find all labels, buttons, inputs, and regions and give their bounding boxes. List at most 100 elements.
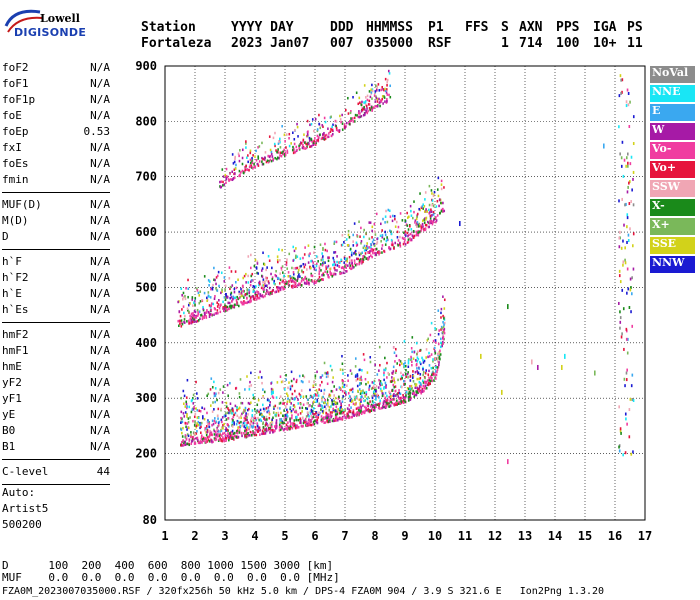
echo-point: [190, 410, 193, 414]
echo-point: [397, 239, 400, 242]
auto-label: Auto:: [2, 486, 36, 499]
echo-point: [293, 138, 296, 141]
echo-point: [323, 392, 325, 395]
echo-point: [241, 169, 244, 173]
echo-point: [348, 395, 351, 398]
echo-point: [621, 288, 624, 292]
echo-point: [250, 164, 253, 167]
echo-point: [275, 269, 277, 273]
echo-point: [214, 436, 217, 439]
echo-point: [249, 161, 252, 165]
echo-point: [302, 278, 305, 282]
echo-point: [363, 101, 365, 104]
echo-point: [353, 120, 356, 123]
echo-point: [265, 407, 268, 410]
echo-point: [235, 422, 238, 426]
echo-point: [303, 253, 306, 256]
echo-point: [393, 379, 395, 382]
echo-point: [377, 406, 380, 410]
echo-point: [309, 388, 311, 392]
echo-point: [335, 415, 338, 418]
echo-point: [262, 422, 264, 426]
echo-point: [628, 202, 631, 206]
echo-point: [432, 218, 435, 222]
echo-point: [358, 262, 360, 266]
echo-point: [332, 407, 334, 411]
echo-point: [288, 137, 290, 140]
echo-point: [232, 162, 235, 165]
echo-point: [223, 414, 226, 418]
echo-point: [355, 244, 358, 247]
echo-point: [213, 419, 216, 423]
echo-point: [314, 383, 317, 386]
echo-point: [415, 391, 418, 394]
echo-point: [340, 272, 342, 275]
echo-point: [248, 169, 250, 172]
echo-point: [622, 260, 625, 264]
echo-point: [254, 431, 256, 434]
echo-point: [364, 96, 367, 99]
echo-point: [319, 384, 321, 387]
echo-point: [246, 422, 248, 425]
echo-point: [442, 328, 445, 332]
echo-point: [624, 261, 627, 265]
echo-point: [185, 287, 187, 290]
echo-point: [619, 429, 622, 433]
x-tick-label: 7: [341, 529, 348, 543]
echo-point: [386, 81, 389, 84]
echo-point: [279, 151, 282, 154]
echo-point: [258, 418, 261, 422]
echo-point: [338, 265, 341, 269]
echo-point: [308, 380, 310, 383]
echo-point: [267, 292, 270, 296]
echo-point: [252, 285, 255, 288]
echo-point: [195, 424, 198, 428]
echo-point: [222, 184, 224, 187]
echo-point: [339, 261, 341, 264]
echo-point: [232, 304, 235, 308]
echo-point: [290, 422, 292, 425]
echo-point: [371, 381, 374, 384]
echo-point: [313, 412, 315, 416]
echo-point: [304, 275, 307, 279]
echo-point: [401, 400, 404, 403]
echo-point: [319, 404, 321, 407]
echo-point: [241, 434, 243, 438]
echo-point: [217, 432, 219, 436]
echo-point: [364, 409, 366, 413]
echo-point: [371, 89, 374, 93]
echo-point: [365, 390, 368, 394]
echo-point: [253, 420, 256, 423]
echo-point: [270, 422, 273, 426]
echo-point: [285, 373, 287, 377]
echo-point: [373, 385, 375, 388]
echo-point: [436, 352, 439, 356]
echo-point: [220, 291, 222, 295]
echo-point: [246, 416, 248, 419]
x-tick-label: 2: [191, 529, 198, 543]
echo-point: [355, 379, 358, 382]
echo-point: [630, 200, 632, 204]
echo-point: [337, 129, 339, 132]
echo-point: [391, 243, 394, 247]
echo-point: [267, 409, 270, 412]
echo-point: [409, 232, 412, 236]
echo-point: [434, 357, 436, 361]
echo-point: [286, 410, 289, 414]
echo-point: [360, 240, 363, 243]
header-value: 2023 Jan07: [231, 36, 310, 51]
echo-point: [434, 351, 437, 355]
echo-point: [356, 412, 359, 416]
echo-point: [224, 414, 227, 417]
echo-point: [390, 400, 392, 404]
echo-point: [371, 88, 374, 91]
echo-point: [347, 413, 349, 417]
echo-point: [238, 292, 241, 296]
x-tick-label: 8: [371, 529, 378, 543]
echo-point: [270, 152, 273, 156]
echo-point: [300, 395, 302, 398]
echo-point: [211, 385, 214, 389]
echo-point: [289, 417, 291, 420]
echo-point: [305, 420, 308, 424]
